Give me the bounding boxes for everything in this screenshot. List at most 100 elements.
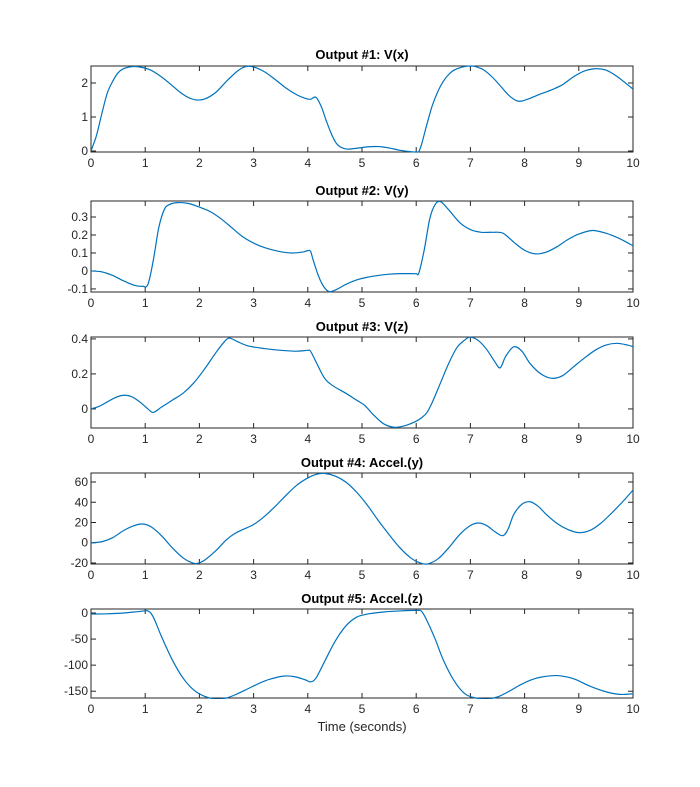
y-tick-label: 0.4	[71, 332, 88, 346]
x-tick-label: 4	[304, 432, 311, 446]
x-tick-label: 7	[467, 156, 474, 170]
x-tick-label: 7	[467, 296, 474, 310]
x-tick-label: 10	[626, 702, 640, 716]
y-tick-label: 0	[81, 536, 88, 550]
x-tick-label: 2	[196, 432, 203, 446]
x-tick-label: 6	[413, 702, 420, 716]
x-tick-label: 0	[88, 156, 95, 170]
x-tick-label: 2	[196, 568, 203, 582]
y-tick-label: 0	[81, 144, 88, 158]
x-tick-label: 8	[521, 156, 528, 170]
data-line	[91, 609, 633, 699]
x-tick-label: 7	[467, 702, 474, 716]
x-tick-label: 6	[413, 432, 420, 446]
y-tick-label: -0.1	[67, 282, 88, 296]
x-tick-label: 5	[359, 702, 366, 716]
y-tick-label: 0.2	[71, 228, 88, 242]
x-tick-label: 7	[467, 432, 474, 446]
subplot-title: Output #4: Accel.(y)	[301, 455, 423, 470]
x-tick-label: 5	[359, 568, 366, 582]
y-tick-label: 0	[81, 402, 88, 416]
subplot-title: Output #5: Accel.(z)	[301, 591, 423, 606]
subplot-title: Output #1: V(x)	[315, 47, 408, 62]
x-tick-label: 1	[142, 296, 149, 310]
x-tick-label: 3	[250, 568, 257, 582]
x-tick-label: 1	[142, 568, 149, 582]
x-tick-label: 9	[575, 156, 582, 170]
x-tick-label: 4	[304, 568, 311, 582]
x-tick-label: 9	[575, 568, 582, 582]
x-tick-label: 7	[467, 568, 474, 582]
subplot-title: Output #2: V(y)	[315, 183, 408, 198]
axis-ticks: 0 1 2 3 4 5 6 7 8 9 10-0.100.10.20.3	[67, 201, 640, 310]
axes-box	[90, 65, 634, 153]
y-tick-label: 1	[81, 110, 88, 124]
x-axis-label: Time (seconds)	[317, 719, 406, 734]
y-tick-label: 0.1	[71, 246, 88, 260]
y-tick-label: -150	[64, 684, 88, 698]
x-tick-label: 1	[142, 156, 149, 170]
y-tick-label: 2	[81, 76, 88, 90]
x-tick-label: 1	[142, 432, 149, 446]
y-tick-label: 40	[75, 495, 89, 509]
y-tick-label: 0.3	[71, 210, 88, 224]
x-tick-label: 5	[359, 156, 366, 170]
subplot-output-1-vx: 0 1 2 3 4 5 6 7 8 9 10 0 1 2 Output #1: V(x)	[81, 47, 640, 170]
y-tick-label: -100	[64, 658, 88, 672]
y-tick-label: 0.2	[71, 367, 88, 381]
x-tick-label: 2	[196, 702, 203, 716]
axes-box	[90, 336, 634, 429]
x-tick-label: 4	[304, 296, 311, 310]
x-tick-label: 10	[626, 156, 640, 170]
x-tick-label: 10	[626, 296, 640, 310]
x-tick-label: 6	[413, 568, 420, 582]
x-tick-label: 8	[521, 432, 528, 446]
axis-ticks: 0 1 2 3 4 5 6 7 8 9 10 0 0.2 0.4	[71, 332, 640, 446]
subplot-output-5-accel-z: 0 1 2 3 4 5 6 7 8 9 10 -150 -100 -50 0 Output #5: Accel…	[64, 591, 640, 716]
data-line	[91, 65, 633, 153]
x-tick-label: 10	[626, 568, 640, 582]
x-tick-label: 0	[88, 702, 95, 716]
x-tick-label: 5	[359, 296, 366, 310]
x-tick-label: 4	[304, 156, 311, 170]
x-tick-label: 1	[142, 702, 149, 716]
y-tick-label: -20	[71, 556, 89, 570]
subplot-output-3-vz: 0 1 2 3 4 5 6 7 8 9 10 0 0.2 0.4 Output #3: V(z)	[71, 319, 640, 446]
data-line	[91, 200, 633, 293]
y-tick-label: 60	[75, 475, 89, 489]
x-tick-label: 10	[626, 432, 640, 446]
x-tick-label: 3	[250, 156, 257, 170]
x-tick-label: 6	[413, 296, 420, 310]
x-tick-label: 5	[359, 432, 366, 446]
y-tick-label: 0	[81, 606, 88, 620]
x-tick-label: 2	[196, 296, 203, 310]
y-tick-label: 0	[81, 264, 88, 278]
x-tick-label: 0	[88, 432, 95, 446]
y-tick-label: -50	[71, 632, 89, 646]
x-tick-label: 4	[304, 702, 311, 716]
x-tick-label: 2	[196, 156, 203, 170]
data-line	[91, 336, 633, 428]
x-tick-label: 8	[521, 296, 528, 310]
axes-box	[90, 608, 634, 699]
x-tick-label: 9	[575, 432, 582, 446]
x-tick-label: 3	[250, 702, 257, 716]
axes-box	[90, 472, 634, 565]
y-tick-label: 20	[75, 515, 89, 529]
data-line	[91, 472, 633, 565]
x-tick-label: 8	[521, 568, 528, 582]
x-tick-label: 8	[521, 702, 528, 716]
x-tick-label: 9	[575, 296, 582, 310]
x-tick-label: 3	[250, 296, 257, 310]
x-tick-label: 3	[250, 432, 257, 446]
axis-ticks: 0 1 2 3 4 5 6 7 8 9 10 -150 -100 -50 0	[64, 606, 640, 716]
x-tick-label: 0	[88, 296, 95, 310]
x-tick-label: 6	[413, 156, 420, 170]
x-tick-label: 0	[88, 568, 95, 582]
subplot-title: Output #3: V(z)	[316, 319, 408, 334]
x-tick-label: 9	[575, 702, 582, 716]
